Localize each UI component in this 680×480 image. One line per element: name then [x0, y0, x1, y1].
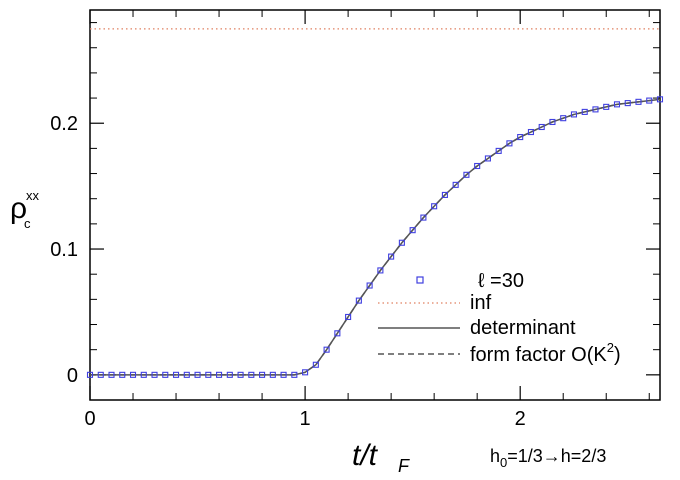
data-point-marker — [570, 111, 578, 118]
legend-item-inf: inf — [378, 292, 492, 314]
data-point-marker — [656, 96, 664, 103]
data-point-marker — [388, 253, 395, 260]
quench-annotation: h0=1/3→h=2/3 — [490, 446, 606, 470]
data-point-marker — [398, 239, 405, 246]
data-point-marker — [581, 108, 588, 115]
series-line-dashed — [90, 98, 661, 376]
data-point-marker — [205, 371, 212, 378]
legend-label-form-factor: form factor O(K2) — [470, 340, 621, 366]
data-point-marker — [269, 371, 276, 378]
data-point-marker — [334, 330, 341, 337]
legend-form-factor-main: form factor O(K — [470, 344, 607, 366]
data-point-marker — [592, 106, 599, 113]
data-point-marker — [151, 371, 158, 378]
data-point-marker — [119, 371, 126, 378]
legend-label-inf: inf — [470, 292, 492, 314]
data-point-marker — [538, 123, 545, 131]
plot-frame — [89, 9, 661, 401]
xlabel-sub: F — [398, 456, 410, 476]
annotation-prefix: h — [490, 446, 500, 466]
y-tick-label: 0 — [67, 365, 78, 387]
data-point-marker — [495, 147, 502, 154]
legend-item-l30: ℓ =30 — [416, 270, 524, 292]
legend-item-form-factor: form factor O(K2) — [378, 340, 621, 366]
data-point-marker — [140, 371, 147, 378]
y-axis-label: ρ c xx — [10, 188, 40, 231]
xlabel-main: t/t — [352, 439, 379, 472]
data-point-marker — [216, 371, 223, 378]
data-point-marker — [506, 140, 513, 147]
data-point-marker — [248, 371, 255, 378]
data-point-marker — [377, 267, 384, 274]
data-point-marker — [624, 100, 631, 107]
data-point-marker — [355, 297, 362, 304]
data-point-marker — [603, 103, 610, 110]
legend-label-l30: ℓ =30 — [478, 270, 524, 292]
data-point-marker — [259, 371, 266, 378]
data-point-marker — [635, 98, 642, 105]
data-point-marker — [452, 181, 459, 188]
data-point-marker — [226, 371, 233, 378]
data-point-marker — [441, 191, 448, 198]
data-point-marker — [172, 371, 180, 378]
x-tick-label: 0 — [84, 408, 95, 430]
data-point-marker — [86, 371, 94, 378]
x-tick-label: 1 — [300, 408, 311, 430]
data-point-marker — [431, 203, 438, 210]
annotation-sub: 0 — [500, 455, 507, 470]
data-point-marker — [484, 155, 491, 162]
legend-form-factor-sup: 2 — [607, 340, 614, 355]
data-point-marker — [560, 115, 567, 122]
data-point-marker — [646, 97, 653, 104]
annotation-suffix: =1/3→h=2/3 — [507, 446, 606, 466]
data-point-marker — [474, 162, 481, 170]
data-point-marker — [162, 371, 169, 378]
legend-form-factor-suffix: ) — [614, 344, 621, 366]
data-point-marker — [323, 346, 330, 353]
data-point-marker — [517, 134, 524, 141]
x-axis-label: t/t F — [352, 439, 410, 476]
legend-item-determinant: determinant — [378, 317, 576, 339]
y-ticks: 0 0.1 0.2 — [50, 22, 660, 401]
y-tick-label: 0.1 — [50, 239, 78, 261]
data-point-marker — [108, 371, 115, 378]
data-point-marker — [549, 118, 556, 126]
data-point-marker — [97, 371, 104, 378]
data-point-marker — [194, 371, 201, 378]
data-point-marker — [291, 371, 298, 378]
data-point-marker — [183, 371, 190, 378]
data-point-marker — [409, 227, 416, 234]
y-tick-label: 0.2 — [50, 113, 78, 135]
series-layer — [86, 28, 664, 378]
ylabel-sub: c — [24, 216, 31, 231]
legend-marker-l30 — [416, 276, 424, 284]
x-tick-label: 2 — [515, 408, 526, 430]
legend-label-determinant: determinant — [470, 317, 576, 339]
x-ticks: 0 1 2 — [84, 10, 650, 430]
legend: ℓ =30 inf determinant form factor O(K2) — [378, 270, 621, 366]
data-point-marker — [237, 371, 244, 378]
data-point-marker — [463, 171, 470, 178]
data-point-marker — [280, 371, 287, 378]
data-point-marker — [129, 371, 137, 378]
data-point-marker — [366, 282, 373, 289]
data-point-marker — [527, 128, 534, 136]
data-point-marker — [302, 369, 309, 376]
data-point-marker — [312, 361, 319, 368]
data-point-marker — [345, 313, 352, 321]
ylabel-sup: xx — [26, 188, 40, 203]
data-point-marker — [613, 101, 621, 108]
data-point-marker — [420, 214, 427, 221]
ylabel-main: ρ — [10, 192, 27, 225]
